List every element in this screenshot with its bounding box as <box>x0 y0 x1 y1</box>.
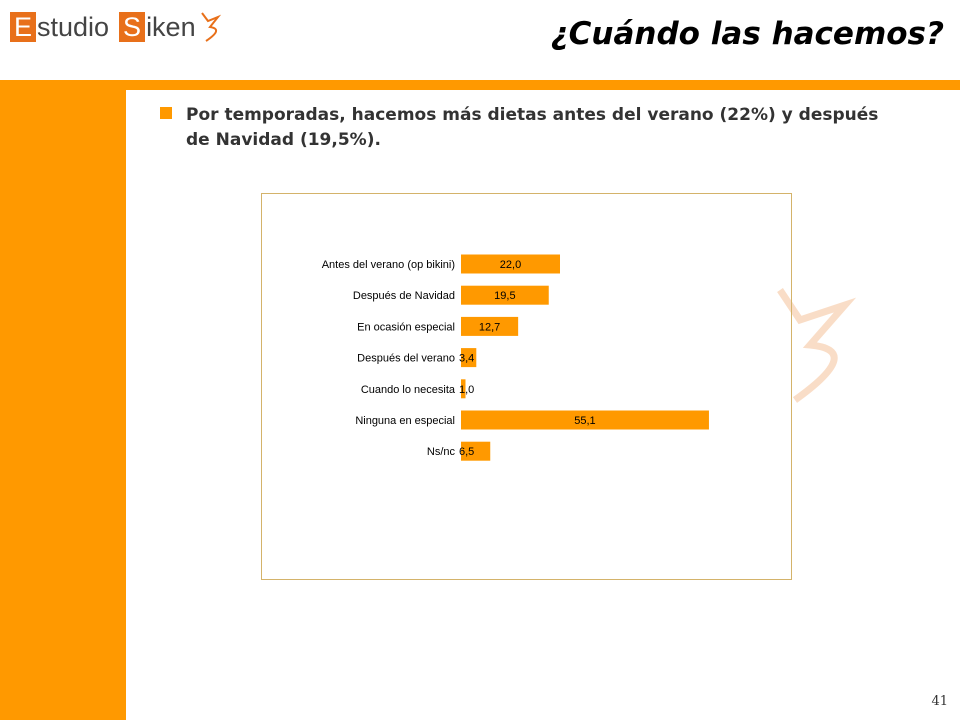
bullet-text: Por temporadas, hacemos más dietas antes… <box>186 105 879 150</box>
bar <box>461 254 560 274</box>
category-label: Cuando lo necesita <box>361 384 456 396</box>
orange-sidebar <box>0 80 126 720</box>
bar-value-label: 22,0 <box>500 259 521 271</box>
logo-letter-e: E <box>10 12 36 42</box>
category-label: Después del verano <box>357 353 455 365</box>
bar-value-label: 55,1 <box>574 415 595 427</box>
category-label: En ocasión especial <box>357 321 455 333</box>
bar-value-label: 12,7 <box>479 321 500 333</box>
bar-chart: Antes del verano (op bikini) 22,0 Después … <box>261 193 792 580</box>
bar <box>461 285 549 305</box>
bar <box>461 316 519 336</box>
bar <box>461 348 477 368</box>
bar-value-label: 6,5 <box>459 446 474 458</box>
logo-watermark-icon <box>777 288 857 403</box>
category-label: Después de Navidad <box>353 290 455 302</box>
estudio-siken-logo: E studio S iken <box>10 8 228 46</box>
page-number: 41 <box>931 694 948 709</box>
page-title: ¿Cuándo las hacemos? <box>550 16 944 52</box>
bar-value-label: 19,5 <box>494 290 515 302</box>
bar-value-label: 1,0 <box>459 384 474 396</box>
bullet-square-icon <box>160 107 172 119</box>
bar <box>461 379 466 399</box>
logo-letter-s: S <box>119 12 146 42</box>
header-rule <box>0 80 960 90</box>
category-label: Antes del verano (op bikini) <box>322 259 455 271</box>
bar <box>461 410 709 430</box>
bar-chart-svg: Antes del verano (op bikini) 22,0 Después … <box>322 254 709 461</box>
category-label: Ns/nc <box>427 446 456 458</box>
bar-value-label: 3,4 <box>459 353 474 365</box>
bar <box>461 441 491 461</box>
logo-text-studio: studio <box>37 11 110 42</box>
logo-swoosh-icon <box>200 12 221 42</box>
logo-text-iken: iken <box>146 11 196 42</box>
bullet-point: Por temporadas, hacemos más dietas antes… <box>160 103 900 153</box>
category-label: Ninguna en especial <box>355 415 455 427</box>
